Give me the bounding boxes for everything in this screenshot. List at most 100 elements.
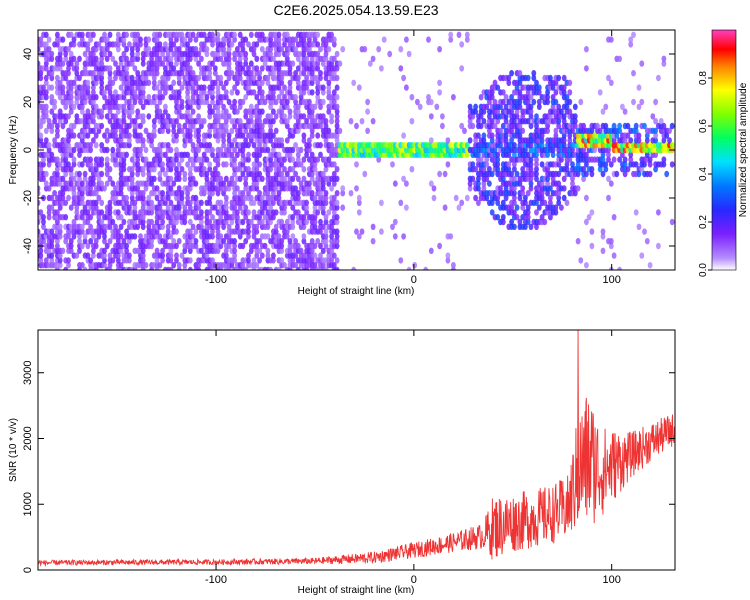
- heatmap-cell: [331, 209, 337, 216]
- heatmap-cell: [287, 151, 293, 158]
- heatmap-cell: [254, 166, 260, 173]
- heatmap-cell: [113, 74, 118, 82]
- heatmap-cell: [348, 190, 354, 197]
- heatmap-cell: [102, 238, 107, 245]
- heatmap-cell: [38, 185, 41, 192]
- heatmap-cell: [46, 185, 52, 192]
- heatmap-cell: [140, 218, 146, 226]
- heatmap-cell: [204, 50, 210, 58]
- heatmap-cell: [115, 65, 121, 72]
- heatmap-cell: [309, 127, 315, 134]
- heatmap-cell: [284, 98, 290, 106]
- heatmap-cell: [193, 209, 199, 216]
- heatmap-cell: [237, 166, 243, 173]
- heatmap-cell: [57, 118, 63, 125]
- heatmap-cell: [531, 98, 537, 106]
- heatmap-cell: [404, 84, 409, 91]
- heatmap-cell: [254, 228, 260, 235]
- heatmap-cell: [334, 242, 340, 250]
- heatmap-cell: [426, 36, 431, 43]
- heatmap-cell: [268, 103, 273, 111]
- heatmap-cell: [235, 151, 240, 158]
- heatmap-cell: [91, 31, 96, 38]
- heatmap-cell: [315, 238, 321, 245]
- heatmap-cell: [157, 146, 163, 154]
- heatmap-cell: [113, 89, 118, 96]
- heatmap-cell: [99, 209, 105, 216]
- heatmap-cell: [124, 55, 129, 62]
- heatmap-cell: [669, 218, 675, 226]
- heatmap-cell: [295, 209, 301, 216]
- heatmap-cell: [196, 146, 202, 154]
- heatmap-cell: [196, 262, 202, 269]
- heatmap-cell: [326, 180, 332, 187]
- heatmap-cell: [68, 166, 74, 173]
- heatmap-cell: [600, 247, 606, 254]
- heatmap-cell: [295, 65, 301, 72]
- heatmap-cell: [193, 194, 199, 202]
- heatmap-cell: [268, 218, 273, 226]
- heatmap-cell: [85, 122, 91, 130]
- heatmap-cell: [301, 166, 307, 173]
- heatmap-cell: [304, 151, 309, 158]
- heatmap-cell: [235, 108, 240, 115]
- heatmap-cell: [129, 108, 135, 115]
- heatmap-cell: [428, 113, 434, 120]
- heatmap-cell: [187, 127, 193, 134]
- heatmap-cell: [107, 84, 113, 91]
- heatmap-cell: [38, 127, 41, 134]
- heatmap-cell: [284, 137, 290, 144]
- heatmap-cell: [107, 199, 113, 206]
- heatmap-cell: [276, 194, 282, 202]
- heatmap-cell: [207, 166, 213, 173]
- heatmap-cell: [135, 108, 141, 115]
- heatmap-cell: [315, 50, 321, 58]
- heatmap-cell: [149, 180, 155, 187]
- heatmap-cell: [323, 55, 329, 62]
- heatmap-cell: [196, 74, 202, 82]
- heatmap-cell: [174, 137, 179, 144]
- heatmap-cell: [647, 170, 653, 178]
- heatmap-cell: [57, 262, 63, 269]
- heatmap-cell: [60, 36, 66, 43]
- heatmap-cell: [334, 266, 340, 270]
- heatmap-cell: [165, 142, 171, 149]
- heatmap-cell: [66, 137, 71, 144]
- heatmap-cell: [323, 242, 329, 250]
- heatmap-cell: [43, 89, 49, 96]
- heatmap-cell: [301, 233, 307, 240]
- heatmap-cell: [204, 175, 210, 182]
- heatmap-cell: [163, 41, 168, 48]
- heatmap-cell: [309, 108, 315, 115]
- heatmap-cell: [331, 262, 337, 269]
- heatmap-cell: [251, 257, 257, 264]
- heatmap-cell: [179, 84, 185, 91]
- heatmap-cell: [226, 113, 232, 120]
- heatmap-cell: [246, 84, 251, 91]
- heatmap-cell: [268, 122, 273, 130]
- heatmap-cell: [309, 55, 315, 62]
- heatmap-cell: [265, 170, 271, 178]
- heatmap-cell: [312, 252, 318, 259]
- heatmap-cell: [326, 156, 332, 163]
- heatmap-cell: [124, 242, 129, 250]
- heatmap-cell: [232, 36, 238, 43]
- heatmap-cell: [157, 108, 163, 115]
- heatmap-cell: [279, 247, 285, 254]
- heatmap-cell: [290, 233, 296, 240]
- heatmap-cell: [71, 41, 77, 48]
- heatmap-cell: [279, 46, 285, 53]
- heatmap-cell: [210, 180, 215, 187]
- heatmap-cell: [273, 113, 279, 120]
- heatmap-cell: [614, 170, 620, 178]
- heatmap-cell: [199, 209, 204, 216]
- heatmap-cell: [298, 247, 304, 254]
- heatmap-cell: [55, 218, 60, 226]
- heatmap-cell: [121, 50, 127, 58]
- heatmap-cell: [240, 170, 246, 178]
- heatmap-cell: [215, 31, 221, 38]
- heatmap-cell: [320, 185, 326, 192]
- heatmap-cell: [462, 127, 467, 134]
- heatmap-cell: [279, 257, 285, 264]
- heatmap-cell: [631, 98, 636, 106]
